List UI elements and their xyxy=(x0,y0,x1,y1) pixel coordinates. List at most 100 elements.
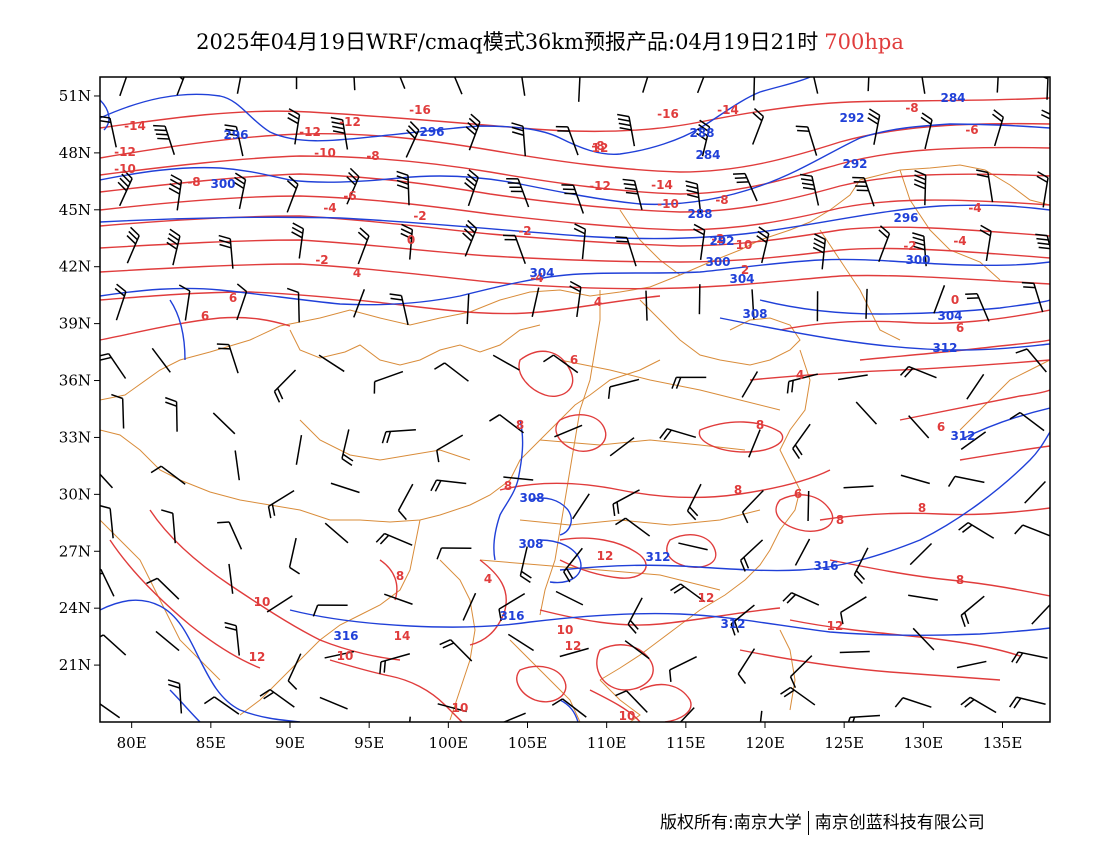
wind-barb-feather xyxy=(312,604,319,617)
wind-barb-feather xyxy=(800,178,814,182)
wind-barb-staff xyxy=(374,370,404,383)
wind-barb-feather xyxy=(169,183,181,191)
wind-barb-feather xyxy=(167,237,179,246)
wind-barb-feather xyxy=(331,121,344,126)
temperature-label: 8 xyxy=(396,569,404,583)
map-title: 2025年04月19日WRF/cmaq模式36km预报产品:04月19日21时 7… xyxy=(0,26,1100,56)
wind-barb-feather xyxy=(342,66,353,70)
wind-barb-staff xyxy=(115,291,127,321)
wind-barb-feather xyxy=(396,179,409,186)
wind-barb-feather xyxy=(128,230,138,241)
wind-barb-feather xyxy=(100,356,112,361)
wind-barb-staff xyxy=(341,429,350,459)
wind-barb-feather xyxy=(573,227,586,235)
temperature-contour xyxy=(589,689,641,722)
wind-barb-feather xyxy=(291,226,304,234)
wind-barb-feather xyxy=(511,122,524,128)
wind-barb-feather xyxy=(960,615,966,627)
wind-barb-feather xyxy=(1037,70,1048,75)
geopotential-label: 288 xyxy=(689,126,714,140)
temperature-contour xyxy=(749,359,1050,381)
wind-barb-feather xyxy=(379,661,382,674)
wind-barb-staff xyxy=(531,287,540,317)
temperature-label: 12 xyxy=(597,549,614,563)
wind-barb-feather xyxy=(623,183,636,186)
wind-barb-feather xyxy=(219,243,232,249)
wind-barb-staff xyxy=(397,483,414,511)
wind-barb-staff xyxy=(324,522,349,544)
wind-barb-staff xyxy=(468,121,481,151)
wind-barb-staff xyxy=(699,230,706,261)
wind-barb-feather xyxy=(852,716,856,722)
wind-barb-feather xyxy=(177,63,186,71)
wind-barb-feather xyxy=(130,226,140,237)
wind-barb-staff xyxy=(821,239,827,270)
wind-barb-staff xyxy=(319,696,348,710)
wind-barb-staff xyxy=(669,655,697,671)
wind-barb-feather xyxy=(899,366,910,376)
wind-barb-feather xyxy=(511,126,524,132)
wind-barb-staff xyxy=(790,686,816,706)
temperature-contour xyxy=(469,559,507,646)
geopotential-contour xyxy=(559,431,1050,572)
wind-barb-staff xyxy=(577,77,581,102)
temperature-contour xyxy=(100,215,1050,247)
wind-barb-feather xyxy=(551,698,563,706)
wind-barb-feather xyxy=(964,699,975,708)
wind-barb-feather xyxy=(146,577,158,585)
wind-barb-feather xyxy=(640,65,649,72)
wind-barb-staff xyxy=(235,126,244,157)
wind-barb-feather xyxy=(154,129,167,132)
temperature-label: -10 xyxy=(657,197,679,211)
wind-barb-feather xyxy=(686,189,699,194)
wind-barb-staff xyxy=(228,344,239,374)
wind-barb-feather xyxy=(349,167,360,178)
wind-barb-feather xyxy=(285,55,296,59)
copyright-text: 版权所有:南京大学 xyxy=(660,813,802,833)
lat-tick-label: 21N xyxy=(59,656,91,674)
wind-barb-feather xyxy=(348,171,358,182)
wind-barb-feather xyxy=(685,180,698,185)
wind-barb-staff xyxy=(109,508,114,539)
geopotential-label: 300 xyxy=(210,177,235,191)
temperature-label: -12 xyxy=(114,145,136,159)
wind-barb-feather xyxy=(1040,113,1050,120)
wind-barb-feather xyxy=(615,517,626,526)
wind-barb-feather xyxy=(618,122,631,127)
wind-barb-feather xyxy=(979,229,991,237)
temperature-label: -2 xyxy=(413,209,426,223)
wind-barb-feather xyxy=(442,642,455,649)
temperature-label: -2 xyxy=(518,224,531,238)
wind-barb-feather xyxy=(607,386,611,399)
wind-barb-feather xyxy=(397,510,407,521)
wind-barb-feather xyxy=(962,524,973,533)
geopotential-label: 308 xyxy=(518,537,543,551)
boundary-line xyxy=(439,559,476,721)
geopotential-label: 312 xyxy=(720,617,745,631)
wind-barb-feather xyxy=(786,381,790,394)
wind-barb-staff xyxy=(737,648,756,675)
longitude-axis: 80E 85E 90E 95E 100E 105E 110E 115E 120E 125E 130E… xyxy=(117,722,1022,752)
wind-barb-staff xyxy=(522,126,527,157)
wind-barb-staff xyxy=(696,183,702,214)
boundary-line xyxy=(239,519,421,716)
wind-barb-feather xyxy=(734,176,747,180)
wind-barb-staff xyxy=(464,228,478,257)
wind-barb-feather xyxy=(1009,411,1021,420)
wind-barb-feather xyxy=(401,223,413,231)
wind-barb-feather xyxy=(914,174,926,181)
geopotential-label: 312 xyxy=(645,550,670,564)
wind-barb-staff xyxy=(908,365,937,379)
wind-barb-staff xyxy=(1033,283,1044,313)
wind-barb-feather xyxy=(434,480,442,492)
wind-barb-feather xyxy=(563,571,571,583)
lat-tick-label: 27N xyxy=(59,542,91,560)
temperature-contour xyxy=(329,659,463,722)
wind-barb-feather xyxy=(1015,652,1024,664)
boundary-line xyxy=(619,209,681,276)
temperature-contour xyxy=(779,309,1050,331)
geopotential-label: 292 xyxy=(709,234,734,248)
wind-barb-staff xyxy=(625,517,651,537)
temperature-label: 8 xyxy=(836,513,844,527)
